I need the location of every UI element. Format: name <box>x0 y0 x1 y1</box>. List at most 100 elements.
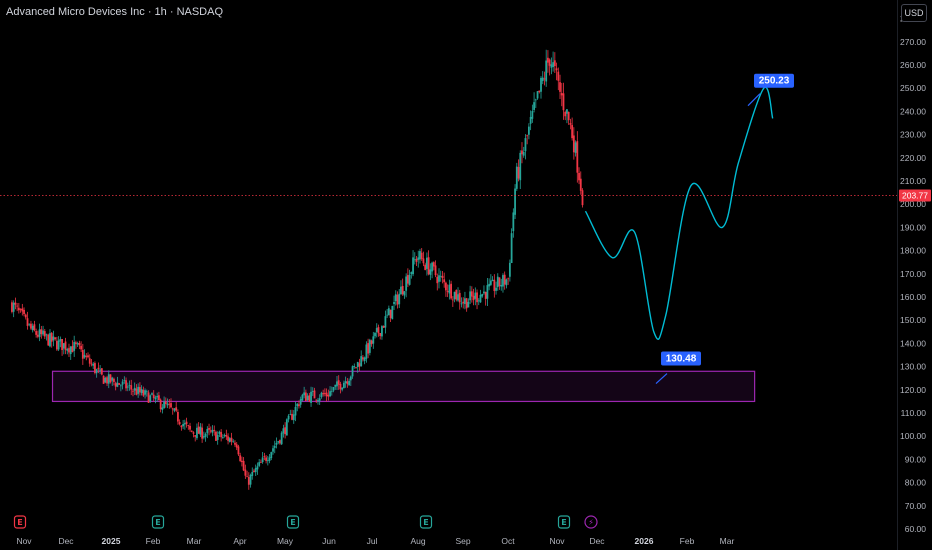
candle-body <box>489 280 492 285</box>
candle-body <box>325 392 328 397</box>
candle-body <box>524 138 527 152</box>
candle-body <box>194 435 197 437</box>
candle-body <box>425 257 428 269</box>
earnings-icon[interactable]: E <box>151 515 165 529</box>
candle-body <box>450 283 452 299</box>
candle-body <box>434 265 437 276</box>
candle-body <box>54 337 57 340</box>
candle-body <box>448 284 451 294</box>
candle-body <box>43 331 46 337</box>
candle-body <box>538 90 541 92</box>
candle-body <box>123 379 126 381</box>
candle-body <box>88 358 91 364</box>
candle-body <box>40 329 43 335</box>
y-tick-label: 240.00 <box>900 106 926 116</box>
candle-body <box>419 251 421 260</box>
candle-body <box>483 291 485 294</box>
candle-body <box>284 427 287 435</box>
candle-body <box>145 391 148 393</box>
candle-body <box>192 432 195 434</box>
candle-body <box>151 393 153 395</box>
price-axis[interactable] <box>898 0 932 550</box>
currency-button[interactable]: USD <box>901 4 927 22</box>
candle-body <box>118 383 121 385</box>
candle-body <box>156 395 159 398</box>
candle-body <box>460 303 463 305</box>
x-tick-label: Sep <box>455 536 470 546</box>
candle-body <box>303 392 306 396</box>
candle-body <box>161 407 164 410</box>
candle-body <box>550 64 553 68</box>
candle-body <box>559 82 561 92</box>
candle-body <box>227 436 229 441</box>
candle-body <box>107 374 110 384</box>
candle-body <box>393 301 395 305</box>
y-tick-label: 110.00 <box>901 408 927 418</box>
candle-body <box>171 408 174 410</box>
candle-body <box>61 338 63 351</box>
candle-body <box>142 389 145 396</box>
candle-body <box>52 336 55 341</box>
candle-body <box>113 378 115 382</box>
candle-body <box>132 390 134 392</box>
candle-body <box>445 282 447 291</box>
candle-body <box>534 99 537 101</box>
candle-body <box>547 57 549 63</box>
candle-body <box>311 391 314 392</box>
dividend-icon[interactable]: ⚡ <box>584 515 598 529</box>
candle-body <box>109 374 112 383</box>
price-callout[interactable]: 250.23 <box>747 73 794 107</box>
price-callout[interactable]: 130.48 <box>655 351 701 384</box>
candle-body <box>420 252 423 259</box>
y-tick-label: 100.00 <box>900 431 926 441</box>
last-price-tag-text: 203.77 <box>902 190 928 200</box>
candle-body <box>144 390 146 395</box>
earnings-icon[interactable]: E <box>557 515 571 529</box>
candle-body <box>125 380 127 389</box>
candle-body <box>12 302 15 312</box>
earnings-icon[interactable]: E <box>286 515 300 529</box>
candle-body <box>477 300 480 302</box>
candle-body <box>83 354 86 358</box>
candle-body <box>572 135 575 153</box>
candle-body <box>24 314 27 318</box>
y-tick-label: 90.00 <box>905 454 927 464</box>
candle-body <box>351 366 354 377</box>
candle-body <box>367 343 370 354</box>
candle-body <box>465 298 468 309</box>
candle-body <box>310 391 312 403</box>
candle-body <box>225 435 228 437</box>
candle-body <box>261 457 264 463</box>
candle-body <box>69 346 72 355</box>
candle-body <box>218 431 221 434</box>
earnings-badge <box>557 515 571 529</box>
x-tick-label: Apr <box>233 536 246 546</box>
candle-body <box>296 403 299 407</box>
support-zone[interactable] <box>51 370 756 403</box>
earnings-icon[interactable]: E <box>419 515 433 529</box>
candle-body <box>308 395 311 402</box>
y-tick-label: 220.00 <box>900 153 926 163</box>
candle-body <box>256 466 259 470</box>
earnings-badge <box>286 515 300 529</box>
candle-body <box>183 423 186 425</box>
candle-body <box>510 233 513 264</box>
candle-body <box>272 448 274 452</box>
candle-body <box>102 375 105 384</box>
candle-body <box>529 116 532 124</box>
candle-body <box>522 152 525 156</box>
candle-body <box>16 305 19 307</box>
candle-body <box>42 330 44 335</box>
chart-title: Advanced Micro Devices Inc · 1h · NASDAQ <box>6 6 224 18</box>
candle-body <box>147 392 150 403</box>
candle-body <box>386 314 389 316</box>
candle-body <box>175 407 178 411</box>
candle-body <box>356 361 359 368</box>
candle-body <box>189 425 191 430</box>
earnings-icon[interactable]: E <box>13 515 27 529</box>
projection-path[interactable] <box>584 86 774 340</box>
y-tick-label: 170.00 <box>900 269 926 279</box>
candle-body <box>23 309 25 315</box>
candle-body <box>486 285 489 299</box>
